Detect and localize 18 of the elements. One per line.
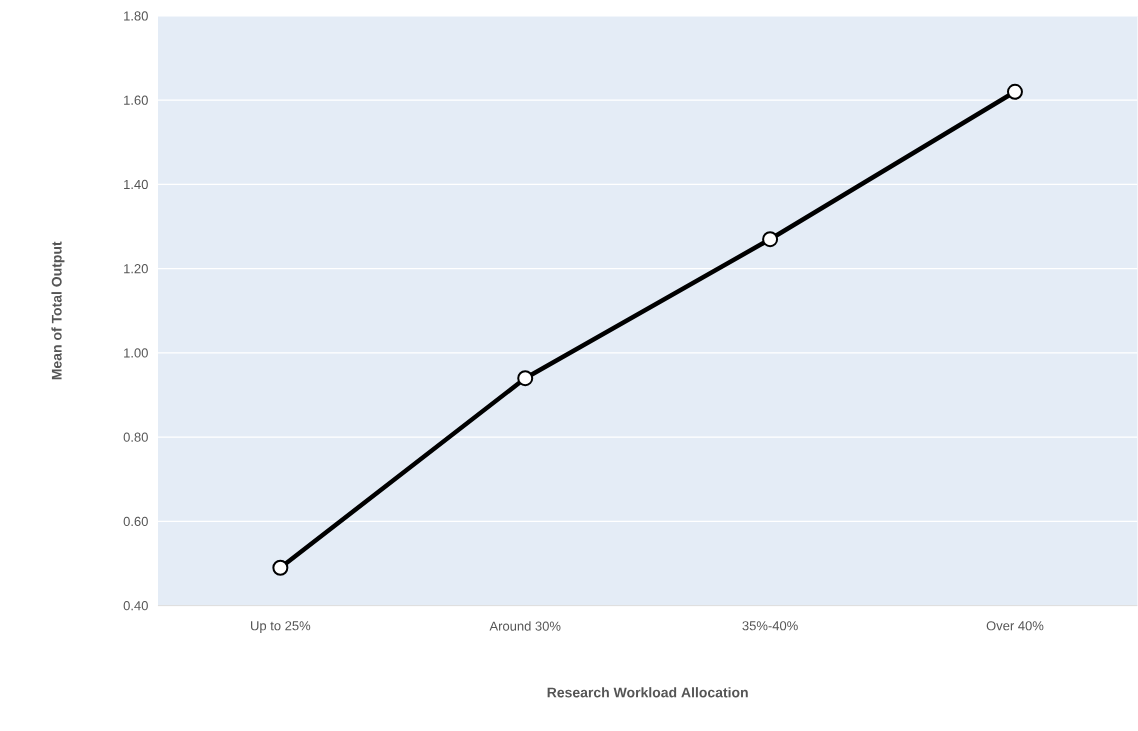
x-tick-label: 35%-40% bbox=[742, 621, 798, 631]
y-tick-label: 0.80 bbox=[123, 432, 148, 442]
x-axis-title: Research Workload Allocation bbox=[547, 687, 748, 698]
y-tick-label: 1.00 bbox=[124, 348, 148, 358]
x-tick-label: Around 30% bbox=[489, 621, 561, 631]
y-tick-label: 1.80 bbox=[124, 11, 148, 21]
point bbox=[517, 370, 534, 387]
y-tick-label: 1.60 bbox=[124, 95, 148, 106]
y-tick-label: 0.40 bbox=[123, 601, 148, 611]
x-tick-label: Up to 25% bbox=[251, 621, 311, 634]
y-tick-label: 0.60 bbox=[123, 517, 148, 527]
y-tick-label: 1.40 bbox=[124, 180, 148, 190]
point bbox=[762, 231, 779, 248]
x-tick-label: Over 40% bbox=[986, 621, 1044, 631]
point bbox=[1006, 84, 1023, 100]
y-tick-label: 1.20 bbox=[124, 264, 148, 274]
point bbox=[272, 559, 289, 576]
y-axis-title: Mean of Total Output bbox=[51, 241, 65, 380]
